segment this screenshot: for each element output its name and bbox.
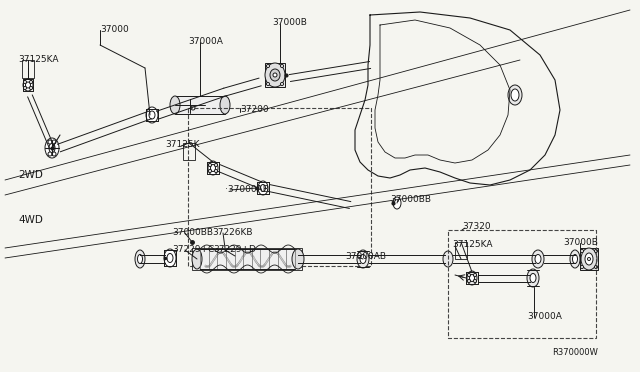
Text: 37229+D: 37229+D — [213, 245, 256, 254]
Text: 4WD: 4WD — [18, 215, 43, 225]
Ellipse shape — [467, 279, 470, 282]
Ellipse shape — [530, 273, 536, 282]
Text: 37000A: 37000A — [188, 37, 223, 46]
Ellipse shape — [570, 250, 580, 268]
Ellipse shape — [266, 64, 269, 67]
Ellipse shape — [146, 107, 158, 123]
Ellipse shape — [45, 138, 59, 158]
Ellipse shape — [265, 63, 285, 87]
Text: 37000B: 37000B — [563, 238, 598, 247]
Text: R370000W: R370000W — [552, 348, 598, 357]
Ellipse shape — [209, 170, 211, 173]
Ellipse shape — [573, 254, 577, 263]
Text: 2WD: 2WD — [18, 170, 43, 180]
Ellipse shape — [52, 140, 56, 144]
Ellipse shape — [192, 249, 202, 269]
Ellipse shape — [360, 254, 366, 263]
Ellipse shape — [138, 254, 143, 263]
Text: 37000A: 37000A — [527, 312, 562, 321]
Ellipse shape — [595, 250, 598, 253]
Ellipse shape — [467, 273, 470, 276]
Ellipse shape — [443, 251, 453, 267]
Text: 37226KB: 37226KB — [212, 228, 253, 237]
Text: 37125KA: 37125KA — [18, 55, 58, 64]
Text: 37000B: 37000B — [272, 18, 307, 27]
Bar — [175, 96, 225, 114]
Text: 37000: 37000 — [100, 25, 129, 34]
Ellipse shape — [135, 250, 145, 268]
Ellipse shape — [467, 271, 477, 285]
Ellipse shape — [273, 73, 277, 77]
Ellipse shape — [170, 96, 180, 114]
Text: ·37000AB: ·37000AB — [225, 185, 269, 194]
Text: 37000AB: 37000AB — [345, 252, 386, 261]
Ellipse shape — [214, 170, 218, 173]
Ellipse shape — [49, 143, 55, 153]
Bar — [448, 230, 596, 338]
Ellipse shape — [260, 185, 266, 192]
Ellipse shape — [474, 273, 477, 276]
Ellipse shape — [588, 257, 591, 260]
Bar — [580, 248, 598, 270]
Ellipse shape — [211, 164, 216, 171]
Ellipse shape — [270, 69, 280, 81]
Ellipse shape — [208, 161, 218, 175]
Text: 37000BB: 37000BB — [172, 228, 213, 237]
Ellipse shape — [266, 83, 269, 86]
Text: 37125KA: 37125KA — [452, 240, 493, 249]
Ellipse shape — [149, 111, 155, 119]
Ellipse shape — [527, 269, 539, 287]
Ellipse shape — [585, 253, 593, 265]
Ellipse shape — [532, 250, 544, 268]
Ellipse shape — [214, 164, 218, 167]
Ellipse shape — [595, 266, 598, 269]
Ellipse shape — [357, 250, 369, 268]
Ellipse shape — [209, 164, 211, 167]
Ellipse shape — [292, 249, 304, 269]
Ellipse shape — [470, 275, 474, 282]
Ellipse shape — [52, 152, 56, 156]
Ellipse shape — [508, 85, 522, 105]
Bar — [455, 242, 467, 259]
Ellipse shape — [535, 254, 541, 263]
Bar — [192, 248, 302, 270]
Ellipse shape — [474, 279, 477, 282]
Ellipse shape — [26, 82, 31, 88]
Ellipse shape — [581, 248, 597, 270]
Ellipse shape — [280, 83, 284, 86]
Ellipse shape — [220, 96, 230, 114]
Ellipse shape — [48, 140, 52, 144]
Ellipse shape — [167, 253, 173, 263]
Text: 37000BB: 37000BB — [390, 195, 431, 204]
Ellipse shape — [191, 106, 195, 110]
Ellipse shape — [511, 89, 519, 101]
Ellipse shape — [258, 181, 268, 195]
Bar — [22, 60, 34, 78]
Ellipse shape — [24, 87, 26, 90]
Ellipse shape — [29, 80, 33, 83]
Text: 37320: 37320 — [462, 222, 491, 231]
Ellipse shape — [164, 249, 176, 267]
Bar — [183, 143, 195, 160]
Ellipse shape — [29, 87, 33, 90]
Bar — [265, 63, 285, 87]
Ellipse shape — [48, 152, 52, 156]
Bar — [188, 108, 371, 266]
Ellipse shape — [23, 79, 33, 91]
Ellipse shape — [24, 80, 26, 83]
Ellipse shape — [280, 64, 284, 67]
Text: 37229+C: 37229+C — [172, 245, 214, 254]
Ellipse shape — [393, 197, 401, 209]
Ellipse shape — [580, 250, 584, 253]
Text: 37200: 37200 — [240, 105, 269, 114]
Text: 37125K: 37125K — [165, 140, 200, 149]
Ellipse shape — [580, 266, 584, 269]
